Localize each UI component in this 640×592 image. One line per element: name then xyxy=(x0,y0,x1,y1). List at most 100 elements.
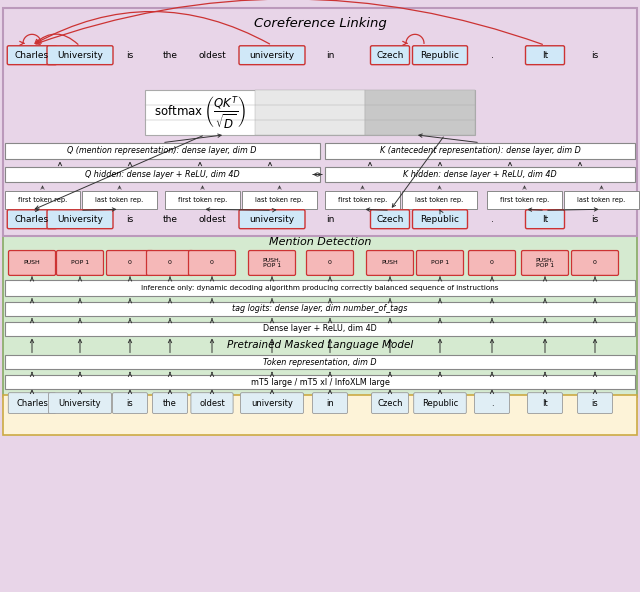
FancyBboxPatch shape xyxy=(8,392,56,414)
FancyBboxPatch shape xyxy=(413,392,467,414)
Text: in: in xyxy=(326,51,334,60)
Text: PUSH,
POP 1: PUSH, POP 1 xyxy=(262,258,282,268)
Text: university: university xyxy=(251,398,293,408)
Text: Republic: Republic xyxy=(422,398,458,408)
Text: tag logits: dense layer, dim number_of_tags: tag logits: dense layer, dim number_of_t… xyxy=(232,304,408,313)
Text: last token rep.: last token rep. xyxy=(95,197,143,203)
Text: first token rep.: first token rep. xyxy=(18,197,67,203)
Text: Charles: Charles xyxy=(16,398,48,408)
Text: PUSH: PUSH xyxy=(381,260,398,265)
Text: .: . xyxy=(491,215,493,224)
Text: is: is xyxy=(126,215,134,224)
Text: is: is xyxy=(591,51,598,60)
Text: Q hidden: dense layer + ReLU, dim 4D: Q hidden: dense layer + ReLU, dim 4D xyxy=(84,170,239,179)
FancyBboxPatch shape xyxy=(241,392,303,414)
Text: Charles: Charles xyxy=(15,51,49,60)
Text: Inference only: dynamic decoding algorithm producing correctly balanced sequence: Inference only: dynamic decoding algorit… xyxy=(141,285,499,291)
Text: 0: 0 xyxy=(490,260,494,265)
FancyBboxPatch shape xyxy=(468,250,515,275)
FancyBboxPatch shape xyxy=(8,250,56,275)
FancyBboxPatch shape xyxy=(56,250,104,275)
Text: Republic: Republic xyxy=(420,215,460,224)
Text: It: It xyxy=(542,215,548,224)
FancyBboxPatch shape xyxy=(312,392,348,414)
Bar xyxy=(5,143,320,159)
Text: in: in xyxy=(326,215,334,224)
Text: in: in xyxy=(326,398,334,408)
FancyBboxPatch shape xyxy=(371,46,410,65)
Text: POP 1: POP 1 xyxy=(431,260,449,265)
Bar xyxy=(5,355,635,369)
FancyBboxPatch shape xyxy=(577,392,612,414)
FancyBboxPatch shape xyxy=(525,46,564,65)
Text: the: the xyxy=(163,398,177,408)
Text: PUSH: PUSH xyxy=(24,260,40,265)
FancyBboxPatch shape xyxy=(413,210,467,229)
FancyBboxPatch shape xyxy=(367,250,413,275)
FancyBboxPatch shape xyxy=(49,392,111,414)
FancyBboxPatch shape xyxy=(189,250,236,275)
Bar xyxy=(325,143,635,159)
Text: Charles: Charles xyxy=(15,215,49,224)
Bar xyxy=(5,280,635,296)
Text: .: . xyxy=(491,51,493,60)
FancyBboxPatch shape xyxy=(7,210,57,229)
Text: university: university xyxy=(250,215,294,224)
Bar xyxy=(487,191,562,210)
FancyBboxPatch shape xyxy=(47,210,113,229)
Text: 0: 0 xyxy=(128,260,132,265)
FancyBboxPatch shape xyxy=(248,250,296,275)
FancyBboxPatch shape xyxy=(191,392,233,414)
Text: oldest: oldest xyxy=(199,398,225,408)
Text: last token rep.: last token rep. xyxy=(577,197,626,203)
FancyBboxPatch shape xyxy=(239,46,305,65)
Bar xyxy=(3,8,637,236)
Text: is: is xyxy=(127,398,133,408)
Text: Republic: Republic xyxy=(420,51,460,60)
FancyBboxPatch shape xyxy=(239,210,305,229)
Text: the: the xyxy=(163,215,177,224)
Text: first token rep.: first token rep. xyxy=(500,197,549,203)
Text: It: It xyxy=(542,51,548,60)
FancyBboxPatch shape xyxy=(525,210,564,229)
Text: University: University xyxy=(57,51,103,60)
Bar xyxy=(3,395,637,435)
FancyBboxPatch shape xyxy=(527,392,563,414)
FancyBboxPatch shape xyxy=(47,46,113,65)
Bar xyxy=(5,321,635,336)
Bar xyxy=(165,191,240,210)
Bar xyxy=(365,90,475,135)
FancyBboxPatch shape xyxy=(106,250,154,275)
Text: Czech: Czech xyxy=(376,215,404,224)
Text: POP 1: POP 1 xyxy=(71,260,89,265)
Text: 0: 0 xyxy=(168,260,172,265)
Text: University: University xyxy=(59,398,101,408)
Text: the: the xyxy=(163,51,177,60)
Text: Mention Detection: Mention Detection xyxy=(269,237,371,247)
FancyBboxPatch shape xyxy=(522,250,568,275)
FancyBboxPatch shape xyxy=(113,392,147,414)
Bar xyxy=(325,166,635,182)
Bar xyxy=(145,90,475,135)
Text: last token rep.: last token rep. xyxy=(255,197,303,203)
Text: first token rep.: first token rep. xyxy=(338,197,387,203)
Text: Q (mention representation): dense layer, dim D: Q (mention representation): dense layer,… xyxy=(67,146,257,155)
Text: is: is xyxy=(591,215,598,224)
Text: Pretrained Masked Language Model: Pretrained Masked Language Model xyxy=(227,340,413,350)
FancyBboxPatch shape xyxy=(371,210,410,229)
Bar xyxy=(5,302,635,316)
Text: K hidden: dense layer + ReLU, dim 4D: K hidden: dense layer + ReLU, dim 4D xyxy=(403,170,557,179)
Text: Dense layer + ReLU, dim 4D: Dense layer + ReLU, dim 4D xyxy=(263,324,377,333)
FancyBboxPatch shape xyxy=(7,46,57,65)
Bar xyxy=(3,236,637,397)
Bar xyxy=(5,191,80,210)
Text: oldest: oldest xyxy=(198,215,226,224)
Text: PUSH,
POP 1: PUSH, POP 1 xyxy=(536,258,554,268)
Text: mT5 large / mT5 xl / InfoXLM large: mT5 large / mT5 xl / InfoXLM large xyxy=(251,378,389,387)
Bar xyxy=(5,375,635,389)
Text: oldest: oldest xyxy=(198,51,226,60)
Bar xyxy=(82,191,157,210)
Text: first token rep.: first token rep. xyxy=(178,197,227,203)
Bar xyxy=(564,191,639,210)
Text: Czech: Czech xyxy=(376,51,404,60)
